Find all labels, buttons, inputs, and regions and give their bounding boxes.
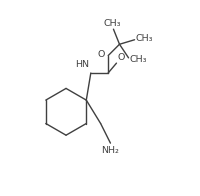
Text: O: O [117, 53, 125, 62]
Text: O: O [97, 50, 104, 59]
Text: HN: HN [75, 60, 89, 69]
Text: NH₂: NH₂ [101, 146, 119, 155]
Text: CH₃: CH₃ [103, 19, 120, 28]
Text: CH₃: CH₃ [135, 34, 153, 43]
Text: CH₃: CH₃ [129, 54, 147, 64]
